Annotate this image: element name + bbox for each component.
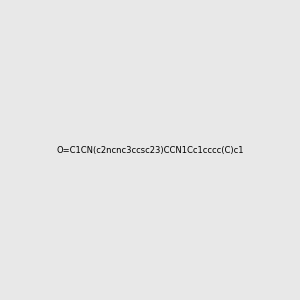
Text: O=C1CN(c2ncnc3ccsc23)CCN1Cc1cccc(C)c1: O=C1CN(c2ncnc3ccsc23)CCN1Cc1cccc(C)c1 [56, 146, 244, 154]
